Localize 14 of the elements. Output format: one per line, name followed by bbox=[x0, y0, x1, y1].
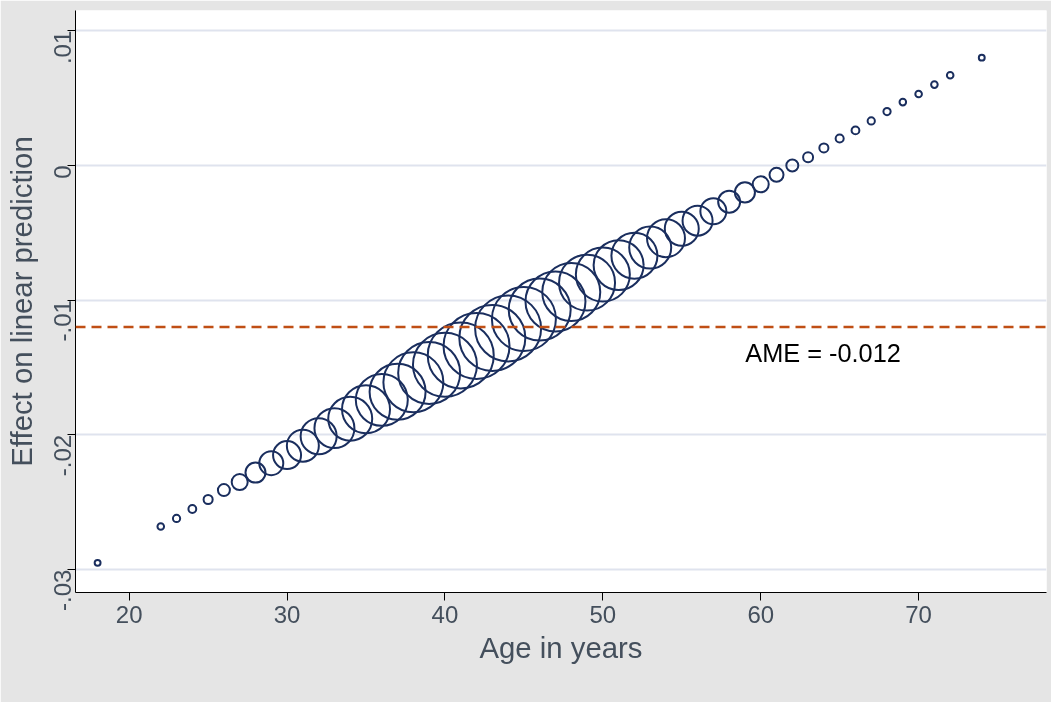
x-tick-label: 20 bbox=[115, 600, 143, 628]
x-tick-label: 40 bbox=[431, 600, 459, 628]
y-tick-label: -.03 bbox=[49, 569, 76, 611]
ref-line-label: AME = -0.012 bbox=[745, 339, 901, 368]
y-tick-label: -.02 bbox=[49, 434, 76, 477]
x-tick-label: 30 bbox=[273, 600, 301, 628]
y-tick-label: 0 bbox=[49, 165, 76, 179]
y-tick-label: -.01 bbox=[49, 300, 76, 342]
y-tick-label: .01 bbox=[49, 30, 76, 65]
x-axis-title: Age in years bbox=[479, 630, 643, 664]
x-tick-label: 60 bbox=[747, 600, 775, 628]
x-tick-label: 70 bbox=[905, 600, 932, 628]
y-axis-title: Effect on linear prediction bbox=[4, 136, 38, 467]
x-tick-label: 50 bbox=[589, 600, 617, 628]
